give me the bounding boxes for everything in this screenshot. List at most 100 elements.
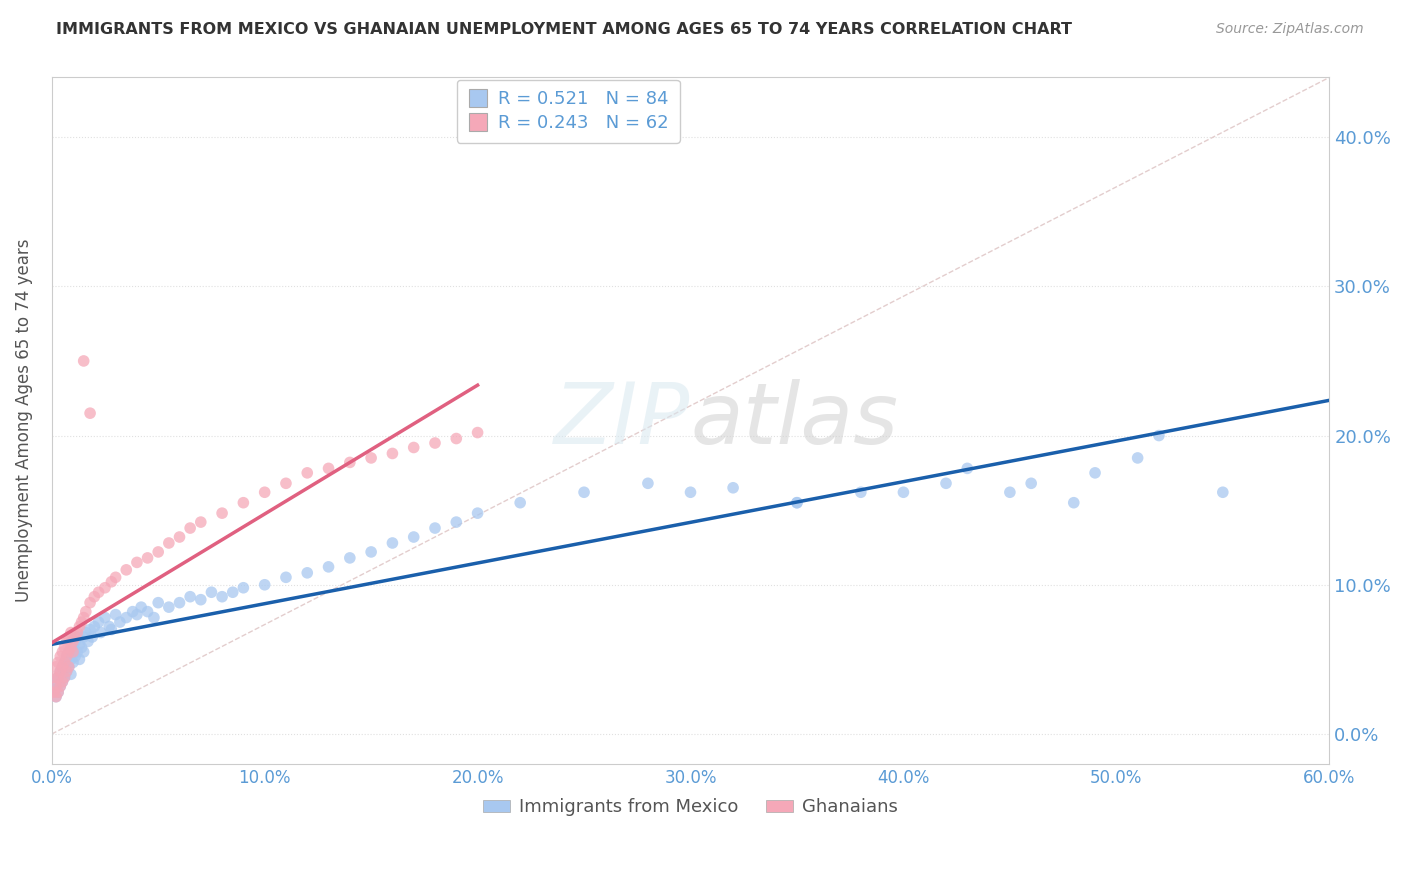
Point xyxy=(1084,466,1107,480)
Point xyxy=(49,649,72,664)
Point xyxy=(45,660,67,674)
Point xyxy=(121,605,143,619)
Point xyxy=(360,545,382,559)
Point xyxy=(53,656,76,670)
Point xyxy=(402,530,425,544)
Point xyxy=(45,679,67,693)
Point xyxy=(297,466,319,480)
Point xyxy=(73,610,96,624)
Point xyxy=(179,521,201,535)
Point xyxy=(53,656,76,670)
Point xyxy=(786,496,808,510)
Point xyxy=(998,485,1021,500)
Point xyxy=(58,630,80,644)
Point xyxy=(55,634,77,648)
Point xyxy=(339,455,361,469)
Point xyxy=(70,615,93,629)
Point xyxy=(70,640,93,655)
Point xyxy=(360,450,382,465)
Point xyxy=(75,625,97,640)
Point xyxy=(849,485,872,500)
Point xyxy=(63,630,86,644)
Point xyxy=(46,670,69,684)
Point xyxy=(179,590,201,604)
Point xyxy=(572,485,595,500)
Point xyxy=(67,619,90,633)
Point xyxy=(142,610,165,624)
Point xyxy=(45,690,67,704)
Point xyxy=(45,674,67,689)
Point xyxy=(721,481,744,495)
Point xyxy=(423,521,446,535)
Legend: Immigrants from Mexico, Ghanaians: Immigrants from Mexico, Ghanaians xyxy=(477,791,905,823)
Point xyxy=(46,656,69,670)
Point xyxy=(148,545,170,559)
Point xyxy=(94,581,117,595)
Point xyxy=(136,605,159,619)
Point xyxy=(59,625,82,640)
Point xyxy=(274,476,297,491)
Point xyxy=(49,679,72,693)
Point xyxy=(51,674,73,689)
Point xyxy=(51,660,73,674)
Point xyxy=(115,563,138,577)
Point xyxy=(1212,485,1234,500)
Point xyxy=(104,570,127,584)
Point xyxy=(66,625,89,640)
Text: IMMIGRANTS FROM MEXICO VS GHANAIAN UNEMPLOYMENT AMONG AGES 65 TO 74 YEARS CORREL: IMMIGRANTS FROM MEXICO VS GHANAIAN UNEMP… xyxy=(56,22,1073,37)
Point xyxy=(446,515,468,529)
Point xyxy=(63,649,86,664)
Point xyxy=(83,619,105,633)
Point xyxy=(509,496,531,510)
Point xyxy=(253,578,276,592)
Point xyxy=(297,566,319,580)
Point xyxy=(59,667,82,681)
Point xyxy=(67,652,90,666)
Point xyxy=(190,515,212,529)
Point xyxy=(956,461,979,475)
Point xyxy=(125,607,148,622)
Point xyxy=(136,550,159,565)
Point xyxy=(75,605,97,619)
Point xyxy=(1019,476,1042,491)
Point xyxy=(1147,428,1170,442)
Point xyxy=(63,634,86,648)
Point xyxy=(55,665,77,679)
Point xyxy=(58,645,80,659)
Point xyxy=(58,645,80,659)
Point xyxy=(46,685,69,699)
Point xyxy=(42,670,65,684)
Point xyxy=(157,536,180,550)
Point xyxy=(59,640,82,655)
Point xyxy=(79,406,101,420)
Point xyxy=(381,446,404,460)
Point xyxy=(679,485,702,500)
Point xyxy=(87,615,110,629)
Point xyxy=(73,645,96,659)
Point xyxy=(62,645,84,659)
Point xyxy=(125,555,148,569)
Point xyxy=(90,625,112,640)
Point xyxy=(637,476,659,491)
Point xyxy=(222,585,245,599)
Point xyxy=(893,485,915,500)
Point xyxy=(211,590,233,604)
Point xyxy=(58,660,80,674)
Point xyxy=(62,656,84,670)
Point xyxy=(446,432,468,446)
Point xyxy=(318,559,340,574)
Point xyxy=(67,637,90,651)
Point xyxy=(45,690,67,704)
Point xyxy=(129,600,152,615)
Point xyxy=(42,685,65,699)
Point xyxy=(190,592,212,607)
Point xyxy=(87,585,110,599)
Point xyxy=(211,506,233,520)
Point xyxy=(73,354,96,368)
Point xyxy=(53,640,76,655)
Point xyxy=(1063,496,1085,510)
Point xyxy=(100,574,122,589)
Y-axis label: Unemployment Among Ages 65 to 74 years: Unemployment Among Ages 65 to 74 years xyxy=(15,239,32,602)
Point xyxy=(49,665,72,679)
Point xyxy=(104,607,127,622)
